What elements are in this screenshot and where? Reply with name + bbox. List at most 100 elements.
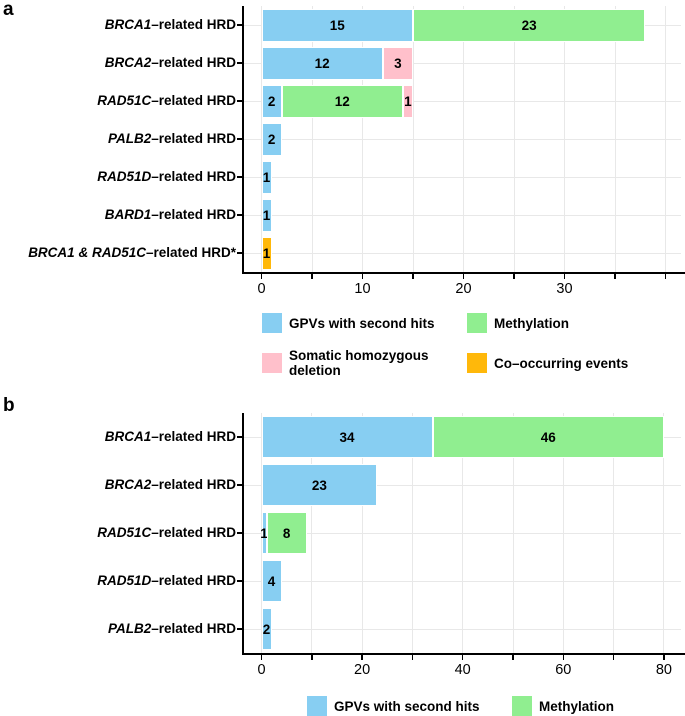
bar-value-label: 8 (282, 525, 291, 541)
panel-a-letter: a (3, 0, 14, 20)
y-tick (237, 484, 242, 486)
grid-line-h (244, 533, 681, 534)
grid-line-h (244, 215, 681, 216)
x-tick (260, 655, 263, 660)
y-tick (237, 100, 242, 102)
legend-label: Co–occurring events (494, 355, 629, 371)
label-suffix: –related HRD (151, 17, 236, 32)
x-tick (462, 274, 465, 279)
y-tick (237, 252, 242, 254)
x-tick (311, 655, 313, 660)
x-tick-label: 60 (555, 662, 572, 678)
y-tick (237, 628, 242, 630)
grid-line-h (244, 177, 681, 178)
bar-segment: 12 (281, 84, 403, 118)
legend-label: GPVs with second hits (289, 315, 435, 331)
legend-label: Methylation (539, 698, 615, 714)
y-tick (237, 138, 242, 140)
label-suffix: –related HRD (151, 573, 236, 588)
bar-value-label: 46 (540, 429, 556, 445)
bar-segment: 46 (432, 416, 664, 458)
x-tick (663, 655, 665, 660)
label-suffix: –related HRD (151, 131, 236, 146)
gene-name: PALB2 (107, 621, 152, 636)
x-tick (411, 655, 414, 660)
y-axis-line (242, 413, 244, 655)
bar-value-label: 4 (267, 573, 276, 589)
gene-name: RAD51D (97, 573, 152, 588)
x-tick (361, 655, 363, 660)
bar-segment: 1 (261, 236, 272, 270)
legend-label: GPVs with second hits (334, 698, 480, 714)
legend-item: Co–occurring events (467, 343, 628, 383)
x-tick (563, 274, 566, 279)
x-tick-label: 10 (354, 281, 371, 297)
gene-name: RAD51C (97, 93, 152, 108)
y-tick (237, 24, 242, 26)
label-suffix: –related HRD (151, 55, 236, 70)
x-tick (461, 655, 464, 660)
bar-segment: 2 (261, 122, 282, 156)
bar-segment: 1 (402, 84, 413, 118)
y-axis-label: BRCA2–related HRD (0, 476, 236, 494)
grid-line-h (244, 253, 681, 254)
bar-segment: 15 (261, 8, 413, 42)
x-tick (664, 274, 667, 279)
label-suffix: –related HRD (151, 93, 236, 108)
y-axis-label: BRCA2–related HRD (0, 54, 236, 72)
plot-area-a: 15 23 12 3 2 12 1 2 1 1 1 0 10 20 30 BRCA1–related HRD B… (28, 6, 685, 297)
bar-segment: 1 (260, 512, 268, 554)
bar-value-label: 23 (311, 477, 327, 493)
legend-swatch (262, 313, 282, 333)
bar-segment: 23 (413, 8, 646, 42)
x-tick (614, 274, 616, 279)
y-axis-label: RAD51D–related HRD (0, 572, 236, 590)
x-tick (311, 274, 313, 279)
x-tick-label: 20 (354, 662, 371, 678)
bar-segment: 1 (261, 160, 272, 194)
x-tick (562, 655, 565, 660)
gene-name: BRCA1 (104, 429, 152, 444)
grid-line-h (244, 581, 681, 582)
y-tick (237, 62, 242, 64)
grid-line-h (244, 63, 681, 64)
x-tick (513, 274, 515, 279)
gene-name: RAD51C (97, 525, 152, 540)
bar-segment: 2 (261, 84, 282, 118)
gene-name: BRCA2 (104, 55, 152, 70)
x-tick (612, 655, 615, 660)
legend-item: GPVs with second hits (262, 303, 435, 343)
bar-value-label: 1 (262, 169, 271, 185)
x-tick-label: 30 (556, 281, 573, 297)
x-tick-label: 0 (257, 662, 266, 678)
bar-value-label: 12 (334, 93, 350, 109)
legend-swatch (512, 696, 532, 716)
bar-segment: 12 (261, 46, 383, 80)
bar-segment: 1 (261, 198, 272, 232)
bar-value-label: 1 (260, 525, 268, 541)
bar-segment: 34 (261, 416, 433, 458)
label-suffix: –related HRD (151, 525, 236, 540)
gene-name: BRCA2 (104, 477, 152, 492)
y-tick (237, 436, 242, 438)
gene-name: BRCA1 (104, 17, 152, 32)
plot-area-b: 34 46 23 1 8 4 2 0 20 40 60 80 BRCA1–related HRD BRCA… (97, 413, 685, 678)
y-axis-label: BRCA1 & RAD51C–related HRD* (0, 244, 236, 262)
label-suffix: –related HRD (151, 621, 236, 636)
grid-line-h (244, 485, 681, 486)
y-axis-label: BARD1–related HRD (0, 206, 236, 224)
bar-value-label: 3 (394, 55, 402, 71)
bar-value-label: 12 (314, 55, 330, 71)
bar-segment: 4 (261, 560, 282, 602)
legend-item: Methylation (512, 686, 614, 716)
gene-name: BARD1 (104, 207, 152, 222)
gene-name: BRCA1 & RAD51C (28, 245, 146, 260)
grid-line-h (244, 101, 681, 102)
label-suffix: –related HRD (151, 477, 236, 492)
x-axis-line (242, 653, 685, 655)
y-axis-label: BRCA1–related HRD (0, 16, 236, 34)
legend-swatch (467, 353, 487, 373)
y-tick (237, 214, 242, 216)
label-suffix: –related HRD (151, 169, 236, 184)
bar-value-label: 1 (262, 207, 271, 223)
